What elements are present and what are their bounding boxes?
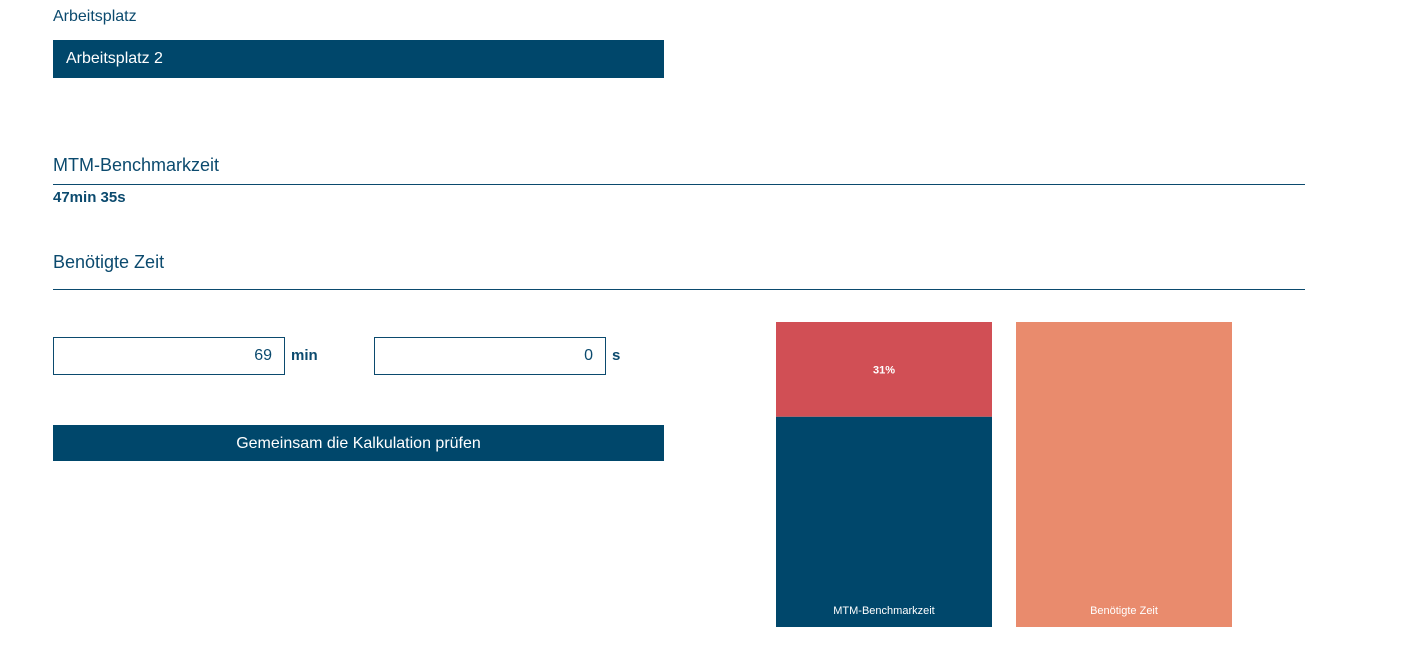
seconds-input[interactable] [374, 337, 606, 375]
overrun-percent-label: 31% [873, 364, 895, 376]
benchmark-title: MTM-Benchmarkzeit [53, 155, 220, 175]
bar-benchmark [776, 416, 992, 627]
workplace-label: Arbeitsplatz [53, 8, 137, 25]
benchmark-value: 47min 35s [53, 189, 126, 206]
minutes-unit: min [291, 347, 318, 364]
required-time-divider [53, 289, 1305, 290]
bar-label-required: Benötigte Zeit [1090, 605, 1158, 617]
minutes-input[interactable] [53, 337, 285, 375]
time-comparison-chart: 31% MTM-Benchmarkzeit Benötigte Zeit [776, 322, 1232, 627]
check-calculation-button[interactable]: Gemeinsam die Kalkulation prüfen [53, 425, 664, 461]
benchmark-divider [53, 184, 1305, 185]
required-time-title: Benötigte Zeit [53, 252, 165, 272]
bar-overrun [776, 322, 992, 417]
bar-required [1016, 322, 1232, 627]
seconds-unit: s [612, 347, 621, 364]
workplace-select[interactable]: Arbeitsplatz 2 [53, 40, 664, 78]
bar-label-benchmark: MTM-Benchmarkzeit [833, 605, 934, 617]
